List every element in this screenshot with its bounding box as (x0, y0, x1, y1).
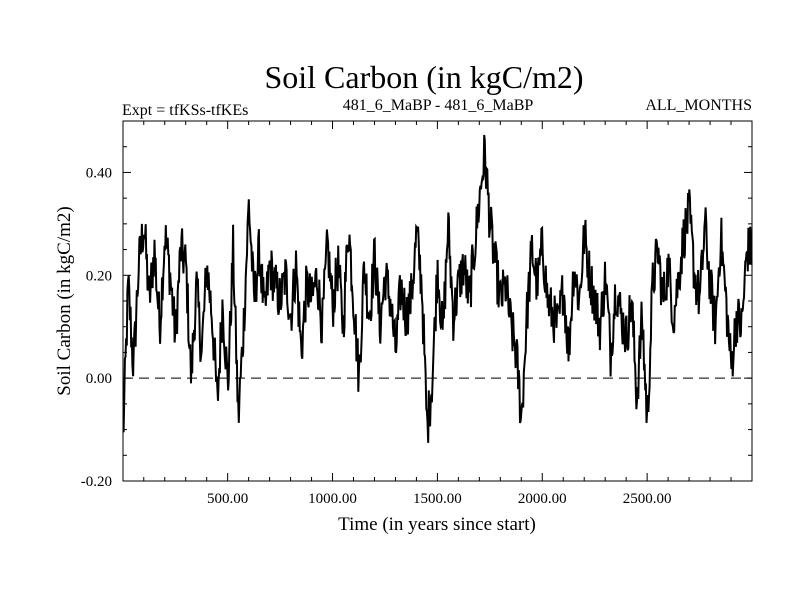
chart-title: Soil Carbon (in kgC/m2) (264, 59, 583, 95)
months-label: ALL_MONTHS (645, 97, 752, 114)
series-layer (122, 134, 753, 443)
y-tick-label: 0.20 (86, 268, 112, 284)
y-tick-label: 0.40 (86, 165, 112, 181)
x-tick-label: 1500.00 (413, 491, 462, 507)
period-label: 481_6_MaBP - 481_6_MaBP (343, 97, 534, 114)
x-tick-label: 2000.00 (518, 491, 567, 507)
x-axis-ticks: 500.00 1000.00 1500.00 2000.00 2500.00 (143, 121, 732, 507)
x-tick-label: 500.00 (207, 491, 248, 507)
y-tick-label: 0.00 (86, 371, 112, 387)
y-axis-ticks: -0.20 0.00 0.20 0.40 (81, 120, 752, 490)
y-axis-label: Soil Carbon (in kgC/m2) (54, 206, 75, 395)
series-line (122, 134, 753, 443)
experiment-label: Expt = tfKSs-tfKEs (122, 102, 248, 119)
x-tick-label: 1000.00 (308, 491, 357, 507)
x-axis-label: Time (in years since start) (338, 514, 536, 535)
y-tick-label: -0.20 (81, 474, 112, 490)
x-tick-label: 2500.00 (623, 491, 672, 507)
